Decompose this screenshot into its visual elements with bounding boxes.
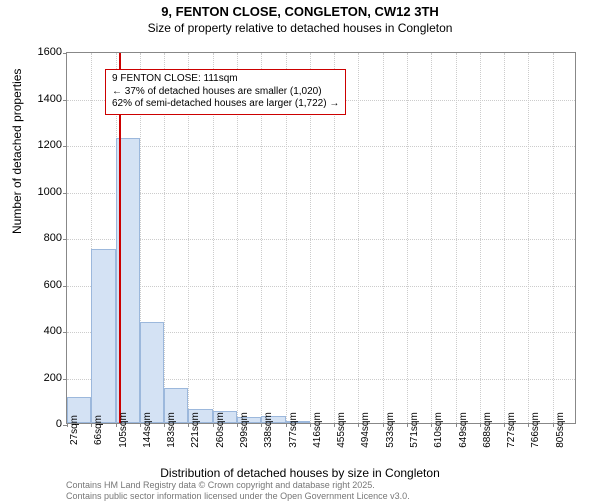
xtick-mark (140, 423, 141, 427)
xtick-label: 144sqm (142, 412, 153, 448)
xtick-mark (480, 423, 481, 427)
xtick-label: 299sqm (239, 412, 250, 448)
gridline-v (553, 53, 554, 423)
gridline-v (504, 53, 505, 423)
ytick-mark (63, 379, 67, 380)
histogram-bar (91, 249, 115, 423)
gridline-v (456, 53, 457, 423)
xtick-label: 338sqm (263, 412, 274, 448)
xtick-mark (213, 423, 214, 427)
xtick-label: 27sqm (69, 415, 80, 445)
xtick-label: 183sqm (166, 412, 177, 448)
xtick-label: 610sqm (433, 412, 444, 448)
ytick-label: 1600 (32, 46, 62, 58)
footer-line: Contains HM Land Registry data © Crown c… (66, 480, 410, 491)
xtick-label: 455sqm (336, 412, 347, 448)
ytick-label: 200 (32, 372, 62, 384)
gridline-v (431, 53, 432, 423)
ytick-label: 0 (32, 418, 62, 430)
xtick-label: 260sqm (215, 412, 226, 448)
gridline-v (528, 53, 529, 423)
gridline-v (480, 53, 481, 423)
xtick-mark (383, 423, 384, 427)
xtick-mark (116, 423, 117, 427)
xtick-label: 571sqm (409, 412, 420, 448)
chart-plot-area: 9 FENTON CLOSE: 111sqm← 37% of detached … (66, 52, 576, 424)
xtick-label: 533sqm (385, 412, 396, 448)
gridline-v (383, 53, 384, 423)
xtick-label: 416sqm (312, 412, 323, 448)
chart-title: 9, FENTON CLOSE, CONGLETON, CW12 3TH (0, 4, 600, 19)
annotation-line: ← 37% of detached houses are smaller (1,… (112, 86, 339, 99)
ytick-mark (63, 53, 67, 54)
gridline-h (67, 193, 575, 194)
xtick-mark (237, 423, 238, 427)
xtick-label: 766sqm (530, 412, 541, 448)
annotation-line: 9 FENTON CLOSE: 111sqm (112, 73, 339, 86)
xtick-label: 221sqm (190, 412, 201, 448)
gridline-h (67, 239, 575, 240)
xtick-label: 494sqm (360, 412, 371, 448)
xtick-mark (407, 423, 408, 427)
ytick-mark (63, 239, 67, 240)
xtick-label: 805sqm (555, 412, 566, 448)
xtick-mark (334, 423, 335, 427)
xtick-label: 105sqm (118, 412, 129, 448)
xtick-mark (504, 423, 505, 427)
xtick-mark (164, 423, 165, 427)
xtick-label: 377sqm (288, 412, 299, 448)
xtick-mark (310, 423, 311, 427)
ytick-label: 1400 (32, 93, 62, 105)
xtick-mark (456, 423, 457, 427)
ytick-mark (63, 146, 67, 147)
annotation-box: 9 FENTON CLOSE: 111sqm← 37% of detached … (105, 69, 346, 115)
gridline-v (358, 53, 359, 423)
ytick-mark (63, 286, 67, 287)
footer-line: Contains public sector information licen… (66, 491, 410, 502)
gridline-h (67, 146, 575, 147)
y-axis-label: Number of detached properties (10, 69, 24, 234)
ytick-mark (63, 332, 67, 333)
xtick-label: 66sqm (93, 415, 104, 445)
gridline-h (67, 286, 575, 287)
xtick-mark (67, 423, 68, 427)
ytick-label: 1000 (32, 186, 62, 198)
xtick-label: 727sqm (506, 412, 517, 448)
annotation-line: 62% of semi-detached houses are larger (… (112, 98, 339, 111)
chart-subtitle: Size of property relative to detached ho… (0, 21, 600, 35)
x-axis-label: Distribution of detached houses by size … (0, 466, 600, 480)
xtick-label: 688sqm (482, 412, 493, 448)
ytick-label: 1200 (32, 139, 62, 151)
ytick-label: 800 (32, 232, 62, 244)
xtick-label: 649sqm (458, 412, 469, 448)
xtick-mark (553, 423, 554, 427)
ytick-mark (63, 100, 67, 101)
xtick-mark (286, 423, 287, 427)
ytick-label: 600 (32, 279, 62, 291)
ytick-mark (63, 193, 67, 194)
footer-attribution: Contains HM Land Registry data © Crown c… (66, 480, 410, 502)
histogram-bar (140, 322, 164, 423)
ytick-label: 400 (32, 325, 62, 337)
gridline-v (407, 53, 408, 423)
